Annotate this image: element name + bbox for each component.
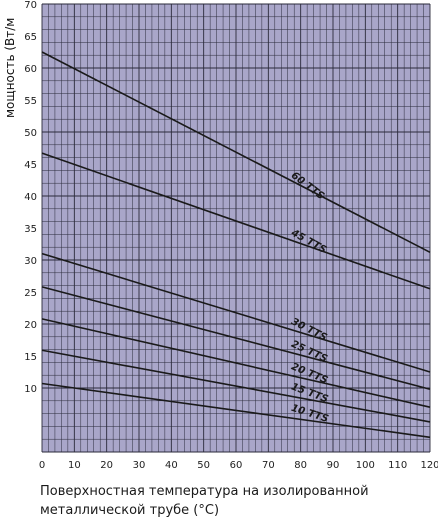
- x-axis-label-line2: металлической трубе (°C): [40, 503, 220, 518]
- y-tick-label: 60: [24, 64, 37, 75]
- y-tick-label: 30: [24, 256, 37, 267]
- x-tick-label: 90: [327, 460, 340, 471]
- x-tick-label: 60: [230, 460, 243, 471]
- x-tick-label: 40: [165, 460, 178, 471]
- series-line-1: [41, 152, 431, 290]
- y-tick-label: 65: [24, 32, 37, 43]
- y-tick-label: 45: [24, 160, 37, 171]
- x-tick-label: 80: [294, 460, 307, 471]
- y-tick-label: 55: [24, 96, 37, 107]
- x-tick-label: 50: [197, 460, 210, 471]
- series-line-5: [41, 349, 431, 423]
- x-tick-label: 120: [420, 460, 438, 471]
- x-axis-label-line1: Поверхностная температура на изолированн…: [40, 484, 369, 499]
- x-axis-label: Поверхностная температура на изолированн…: [40, 482, 436, 520]
- series-line-4: [41, 318, 431, 408]
- x-tick-label: 30: [133, 460, 146, 471]
- y-tick-label: 50: [24, 128, 37, 139]
- series-line-6: [41, 382, 431, 439]
- series-line-2: [41, 252, 431, 373]
- y-axis-label: мощность (Вт/м: [3, 18, 17, 118]
- y-tick-label: 40: [24, 192, 37, 203]
- x-tick-label: 110: [388, 460, 407, 471]
- y-tick-label: 35: [24, 224, 37, 235]
- y-tick-label: 15: [24, 352, 37, 363]
- x-tick-label: 70: [262, 460, 275, 471]
- series-line-0: [41, 51, 431, 254]
- x-tick-label: 100: [356, 460, 375, 471]
- series-line-3: [41, 286, 431, 391]
- x-tick-label: 20: [100, 460, 113, 471]
- y-tick-label: 20: [24, 320, 37, 331]
- x-tick-label: 0: [39, 460, 45, 471]
- y-tick-label: 10: [24, 384, 37, 395]
- y-tick-label: 70: [24, 0, 37, 11]
- y-tick-label: 25: [24, 288, 37, 299]
- x-tick-label: 10: [68, 460, 81, 471]
